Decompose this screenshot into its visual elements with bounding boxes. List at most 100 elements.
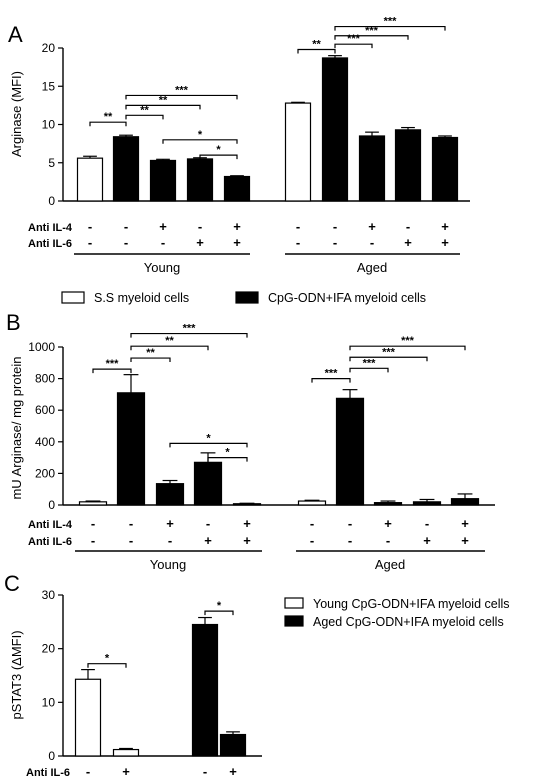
panel-label-a: A [8,22,23,47]
chartc-y-tick-label: 10 [42,695,56,709]
treatment-label-c-il6: Anti IL-6 [26,767,70,779]
chartb-significance-bracket [349,356,428,362]
chartb-significance-label: *** [363,357,377,369]
treatment-label-b-il4: Anti IL-4 [28,519,73,531]
chartb-il4-sign: + [461,516,469,531]
charta-il4-sign: - [88,219,92,234]
chartb-bar [193,461,223,506]
chartb-bar [155,483,185,506]
legend-swatch-ss [61,291,85,304]
charta-il6-sign: - [296,235,300,250]
charta-il4-sign: + [233,219,241,234]
y-axis-title-c: pSTAT3 (ΔMFI) [9,630,24,719]
chartb-il6-sign: - [168,533,172,548]
charta-y-tick-label: 15 [42,79,56,93]
chartb-il6-sign: - [310,533,314,548]
chartc-y-tick-label: 0 [48,749,55,763]
charta-bar [394,129,422,202]
chartb-il4-sign: + [243,516,251,531]
legend-swatch-young-c [284,597,304,609]
chartb-significance-label: ** [165,335,174,347]
charta-significance-bracket [125,94,238,100]
chartb-bar [335,397,365,506]
legend-label-cpg: CpG-ODN+IFA myeloid cells [268,291,426,305]
chartb-y-tick-label: 600 [35,403,55,417]
charta-bar [284,102,312,202]
chartb-significance-label: *** [401,335,415,347]
legend-swatch-aged-c [284,615,304,627]
charta-significance-bracket [89,121,127,127]
charta-significance-label: *** [175,84,189,96]
chartb-y-tick-label: 400 [35,435,55,449]
chartb-y-tick-label: 1000 [28,340,55,354]
chartc-bar [191,623,219,757]
chartb-il4-sign: - [129,516,133,531]
charta-bar [223,175,251,202]
chartc-significance-label: * [217,600,222,612]
y-axis-title-b: mU Arginase/ mg protein [9,356,24,499]
treatment-label-a-il4: Anti IL-4 [28,222,73,234]
chartc-il6-sign: - [203,764,207,779]
chartb-il4-sign: - [425,516,429,531]
chartb-il6-sign: + [461,533,469,548]
charta-significance-label: * [198,129,203,141]
chartc-bar [112,748,140,757]
charta-significance-label: ** [312,39,321,51]
chartb-y-tick-label: 800 [35,372,55,386]
chartc-il6-sign: - [86,764,90,779]
chartb-bar [412,501,442,506]
chartb-significance-bracket [130,332,248,338]
charta-bar [149,159,177,202]
legend-label-aged-c: Aged CpG-ODN+IFA myeloid cells [313,615,504,629]
chartb-il6-sign: - [348,533,352,548]
group-name-a-young: Young [144,260,180,275]
legend-label-young-c: Young CpG-ODN+IFA myeloid cells [313,597,510,611]
charta-il6-sign: + [404,235,412,250]
charta-significance-bracket [162,139,238,144]
chartc-significance-label: * [105,653,110,665]
chartb-il6-sign: + [423,533,431,548]
charta-bar [431,136,459,202]
chartb-il6-sign: + [243,533,251,548]
charta-il6-sign: - [161,235,165,250]
chartc-significance-bracket [87,663,127,668]
charta-significance-bracket [334,43,373,49]
charta-y-tick-label: 20 [42,41,56,55]
charta-il4-sign: + [368,219,376,234]
charta-y-tick-label: 5 [48,156,55,170]
charta-significance-bracket [199,154,238,160]
charta-il4-sign: + [441,219,449,234]
y-axis-title-a: Arginase (MFI) [9,71,24,157]
chartb-significance-bracket [169,442,248,448]
chartb-significance-label: * [206,432,211,444]
legend-label-ss: S.S myeloid cells [94,291,189,305]
chartc-bar [74,678,102,757]
charta-il4-sign: - [198,219,202,234]
charta-significance-bracket [297,48,336,54]
chartb-bar [232,503,262,506]
chartb-il4-sign: - [91,516,95,531]
treatment-label-b-il6: Anti IL-6 [28,536,72,548]
charta-il6-sign: - [333,235,337,250]
charta-il6-sign: - [88,235,92,250]
charta-il4-sign: + [159,219,167,234]
chartc-bar [219,733,247,757]
chartb-bar [450,498,480,506]
chartb-il6-sign: - [129,533,133,548]
charta-bar [76,157,104,202]
charta-bar [321,57,349,202]
chartb-y-tick-label: 0 [48,498,55,512]
chartb-significance-label: *** [325,368,339,380]
chartc-il6-sign: + [122,764,130,779]
chartb-y-tick-label: 200 [35,466,55,480]
charta-bar [186,158,214,202]
chartb-bar [373,502,403,506]
charta-y-tick-label: 10 [42,118,56,132]
chartb-il4-sign: - [348,516,352,531]
chartb-bar [116,392,146,506]
chartc-y-tick-label: 30 [42,588,56,602]
chartb-significance-label: *** [106,358,120,370]
charta-significance-bracket [125,114,164,120]
chartb-significance-bracket [130,345,209,351]
